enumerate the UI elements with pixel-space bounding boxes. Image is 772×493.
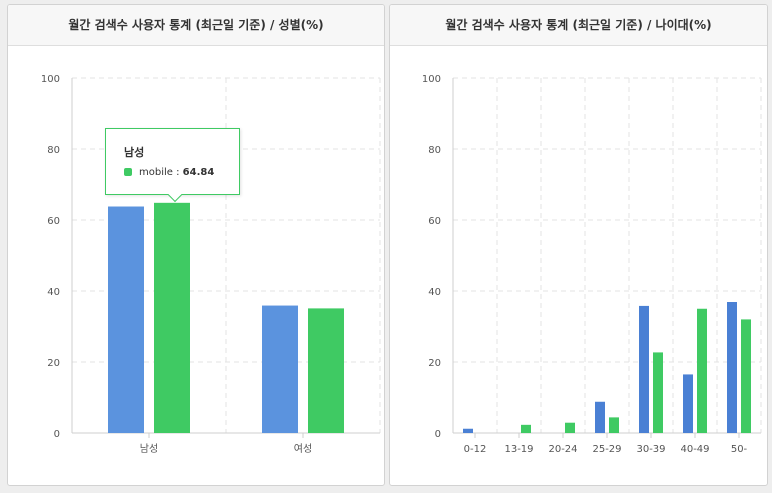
x-tick-label: 여성 xyxy=(294,443,312,455)
bar-30-39-series-0[interactable] xyxy=(639,305,649,433)
x-tick-label: 20-24 xyxy=(548,444,577,455)
bar-50--series-0[interactable] xyxy=(727,302,737,433)
bar-50--series-1[interactable] xyxy=(741,319,751,433)
x-tick-label: 40-49 xyxy=(680,444,709,455)
age-chart-panel: 월간 검색수 사용자 통계 (최근일 기준) / 나이대(%) 0 20 40 60 8… xyxy=(389,4,768,486)
tooltip-swatch xyxy=(124,168,132,176)
tooltip-value: 64.84 xyxy=(182,167,215,178)
gender-chart-title: 월간 검색수 사용자 통계 (최근일 기준) / 성별(%) xyxy=(8,5,384,46)
x-tick-label: 25-29 xyxy=(592,444,621,455)
y-tick-label: 20 xyxy=(47,358,60,369)
bar-tooltip: 남성 mobile : 64.84 xyxy=(105,128,240,195)
bar-여성-series-1[interactable] xyxy=(308,308,344,433)
bar-13-19-series-1[interactable] xyxy=(521,424,531,433)
y-tick-label: 100 xyxy=(422,74,441,85)
y-tick-label: 60 xyxy=(428,216,441,227)
bar-여성-series-0[interactable] xyxy=(262,305,298,433)
bar-25-29-series-0[interactable] xyxy=(595,401,605,433)
bar-40-49-series-1[interactable] xyxy=(697,308,707,433)
x-tick-label: 0-12 xyxy=(464,444,487,455)
age-bar-chart: 0 20 40 60 80 100 0-12 13-19 20-24 25-29 30-39 40-4… xyxy=(422,74,762,455)
age-chart-title: 월간 검색수 사용자 통계 (최근일 기준) / 나이대(%) xyxy=(390,5,767,46)
tooltip-series-name: mobile xyxy=(139,167,173,178)
bar-남성-series-1[interactable] xyxy=(154,202,190,433)
y-tick-label: 40 xyxy=(428,287,441,298)
tooltip-separator: : xyxy=(176,167,180,178)
y-tick-label: 0 xyxy=(435,429,441,440)
y-tick-label: 20 xyxy=(428,358,441,369)
y-tick-label: 60 xyxy=(47,216,60,227)
bar-0-12-series-0[interactable] xyxy=(463,428,473,433)
tooltip-row: mobile : 64.84 xyxy=(124,167,214,178)
bar-30-39-series-1[interactable] xyxy=(653,352,663,433)
tooltip-title: 남성 xyxy=(124,146,145,159)
bar-25-29-series-1[interactable] xyxy=(609,417,619,433)
gender-chart-panel: 월간 검색수 사용자 통계 (최근일 기준) / 성별(%) 0 20 40 60 80… xyxy=(7,4,385,486)
y-tick-label: 0 xyxy=(54,429,60,440)
y-tick-label: 100 xyxy=(41,74,60,85)
bar-남성-series-0[interactable] xyxy=(108,206,144,433)
y-tick-label: 80 xyxy=(47,145,60,156)
x-tick-label: 13-19 xyxy=(504,444,533,455)
bar-40-49-series-0[interactable] xyxy=(683,374,693,433)
x-tick-label: 남성 xyxy=(140,443,158,455)
x-tick-label: 50- xyxy=(731,444,748,455)
bar-20-24-series-1[interactable] xyxy=(565,422,575,433)
y-tick-label: 80 xyxy=(428,145,441,156)
y-tick-label: 40 xyxy=(47,287,60,298)
x-tick-label: 30-39 xyxy=(636,444,665,455)
